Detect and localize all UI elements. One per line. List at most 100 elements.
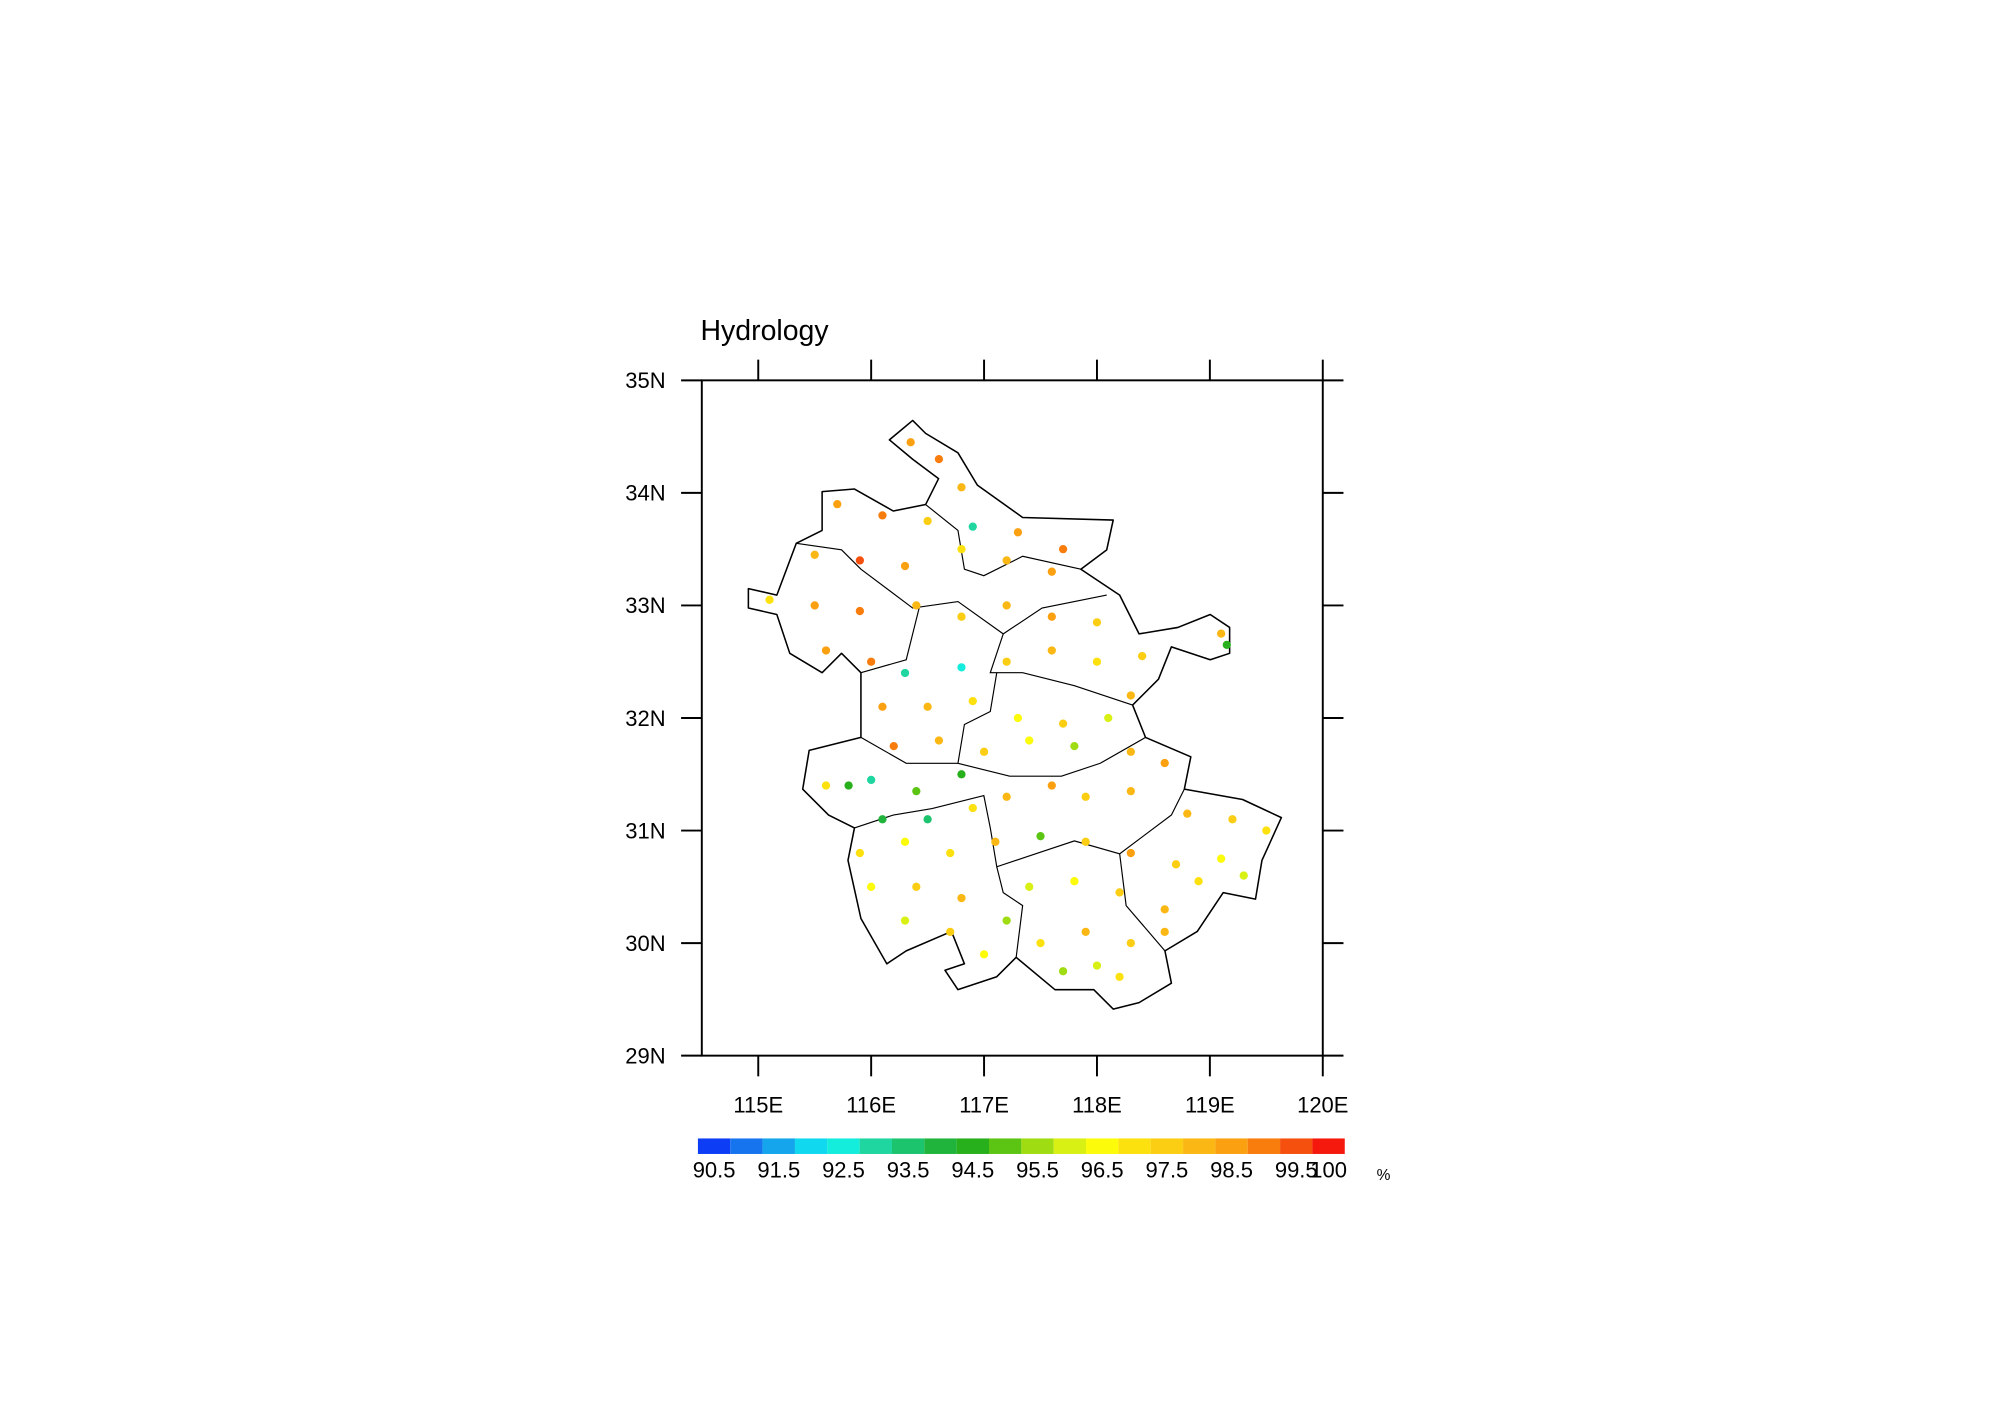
station-point — [855, 556, 865, 565]
station-point — [1194, 877, 1203, 886]
station-point — [1126, 691, 1135, 700]
colorbar-label: 90.5 — [693, 1157, 736, 1182]
station-point — [1092, 657, 1102, 666]
colorbar-label: 100 — [1310, 1157, 1347, 1182]
station-point — [957, 545, 966, 554]
station-point — [1013, 713, 1023, 723]
y-tick-label: 35N — [625, 368, 665, 393]
station-point — [979, 950, 989, 959]
station-point — [1081, 837, 1090, 846]
colorbar-box — [1215, 1138, 1248, 1154]
station-point — [957, 663, 966, 672]
station-point — [867, 882, 876, 891]
station-point — [1002, 556, 1011, 565]
station-point — [934, 736, 944, 745]
station-point — [1036, 938, 1045, 948]
colorbar-label: 97.5 — [1145, 1157, 1188, 1182]
station-point — [1002, 657, 1011, 666]
station-point — [1217, 854, 1226, 863]
colorbar-label: 94.5 — [951, 1157, 994, 1182]
city-borders — [796, 504, 1185, 958]
station-point — [855, 848, 865, 858]
station-point — [1262, 826, 1271, 835]
x-tick-label: 115E — [733, 1093, 783, 1118]
station-point — [878, 815, 887, 824]
colorbar-label: 99.5 — [1275, 1157, 1318, 1182]
x-tick-label: 119E — [1185, 1093, 1235, 1118]
city-border — [996, 853, 1166, 958]
station-point — [968, 696, 977, 706]
station-point — [1092, 961, 1102, 970]
station-point — [810, 601, 819, 610]
colorbar-box — [1021, 1138, 1054, 1154]
station-point — [991, 837, 1000, 846]
station-point — [1183, 809, 1192, 818]
station-point — [821, 646, 831, 655]
station-point — [867, 775, 876, 785]
province-outline — [747, 419, 1283, 1010]
station-point — [889, 741, 898, 751]
x-tick-label: 117E — [959, 1093, 1009, 1118]
station-point — [1047, 646, 1056, 655]
colorbar-box — [1118, 1138, 1151, 1154]
station-point — [1217, 629, 1226, 638]
colorbar-box — [859, 1138, 892, 1154]
station-point — [1002, 916, 1011, 925]
station-point — [1013, 528, 1023, 537]
station-point — [1126, 787, 1135, 796]
station-point — [855, 606, 865, 616]
station-point — [979, 747, 989, 756]
station-point — [1171, 860, 1181, 869]
station-point — [1081, 927, 1090, 936]
station-point — [1058, 967, 1068, 976]
station-point — [1070, 877, 1079, 886]
colorbar-box — [989, 1138, 1022, 1154]
y-tick-label: 32N — [625, 706, 665, 731]
colorbar-box — [794, 1138, 828, 1154]
station-point — [1104, 713, 1113, 723]
station-point — [906, 438, 915, 447]
station-point — [1126, 848, 1135, 858]
colorbar-box — [1086, 1138, 1119, 1154]
station-point — [1160, 758, 1169, 768]
station-point — [912, 882, 921, 891]
station-point — [1228, 815, 1237, 824]
station-point — [1160, 905, 1169, 914]
station-point — [900, 561, 910, 571]
station-point — [1025, 882, 1034, 891]
station-point — [867, 657, 876, 666]
colorbar-box — [697, 1138, 731, 1154]
map-title: Hydrology — [701, 315, 830, 347]
x-tick-label: 120E — [1297, 1093, 1348, 1118]
colorbar-box — [1150, 1138, 1184, 1154]
colorbar-box — [956, 1138, 990, 1154]
colorbar-box — [1247, 1138, 1281, 1154]
city-border — [796, 542, 1107, 635]
y-tick-label: 29N — [625, 1043, 665, 1068]
colorbar-label: 96.5 — [1081, 1157, 1124, 1182]
station-point — [1126, 938, 1135, 948]
station-point — [1222, 640, 1231, 649]
station-point — [946, 927, 955, 936]
station-point — [1092, 618, 1102, 627]
station-point — [878, 702, 887, 711]
colorbar-box — [762, 1138, 795, 1154]
station-point — [1036, 832, 1045, 841]
y-tick-label: 33N — [625, 593, 665, 618]
station-point — [923, 702, 932, 711]
y-tick-label: 34N — [625, 481, 665, 506]
colorbar-box — [827, 1138, 860, 1154]
colorbar-label: 92.5 — [822, 1157, 865, 1182]
x-tick-label: 118E — [1072, 1093, 1122, 1118]
station-point — [957, 770, 966, 779]
station-point — [844, 781, 853, 790]
station-point — [1047, 781, 1056, 790]
station-point — [1081, 792, 1090, 801]
station-point — [765, 595, 774, 604]
station-point — [1002, 601, 1011, 610]
station-point — [1002, 792, 1011, 801]
station-point — [968, 803, 977, 813]
station-point — [923, 815, 932, 824]
city-border — [860, 672, 1146, 777]
